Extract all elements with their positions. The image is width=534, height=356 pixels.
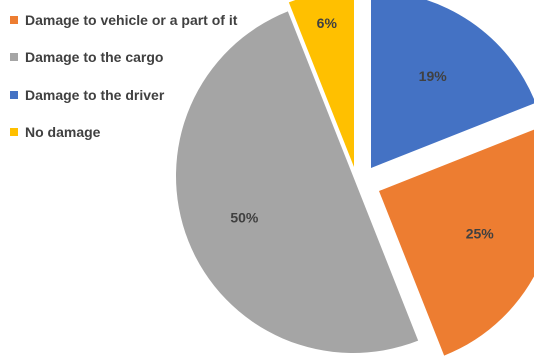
legend-swatch-no-damage [10,128,18,136]
legend-item-cargo: Damage to the cargo [10,46,237,69]
pie-slice-driver [371,0,534,168]
legend-item-vehicle: Damage to vehicle or a part of it [10,8,237,31]
legend-label-vehicle: Damage to vehicle or a part of it [25,11,238,28]
pie-slice-no-damage [288,0,354,167]
slice-label-vehicle: 25% [466,225,495,241]
legend-swatch-cargo [10,53,18,61]
legend-swatch-vehicle [10,15,18,24]
pie-slice-cargo [175,11,419,353]
chart-legend: Damage to vehicle or a part of it Damage… [10,8,237,158]
legend-label-no-damage: No damage [25,124,101,140]
legend-item-driver: Damage to the driver [10,83,237,106]
slice-label-no-damage: 6% [317,15,338,31]
slice-label-cargo: 50% [230,210,259,226]
legend-item-no-damage: No damage [10,121,237,144]
slice-label-driver: 19% [419,68,448,84]
legend-swatch-driver [10,90,18,99]
legend-label-driver: Damage to the driver [25,86,165,103]
legend-label-cargo: Damage to the cargo [25,49,164,65]
pie-slice-vehicle [379,129,534,356]
